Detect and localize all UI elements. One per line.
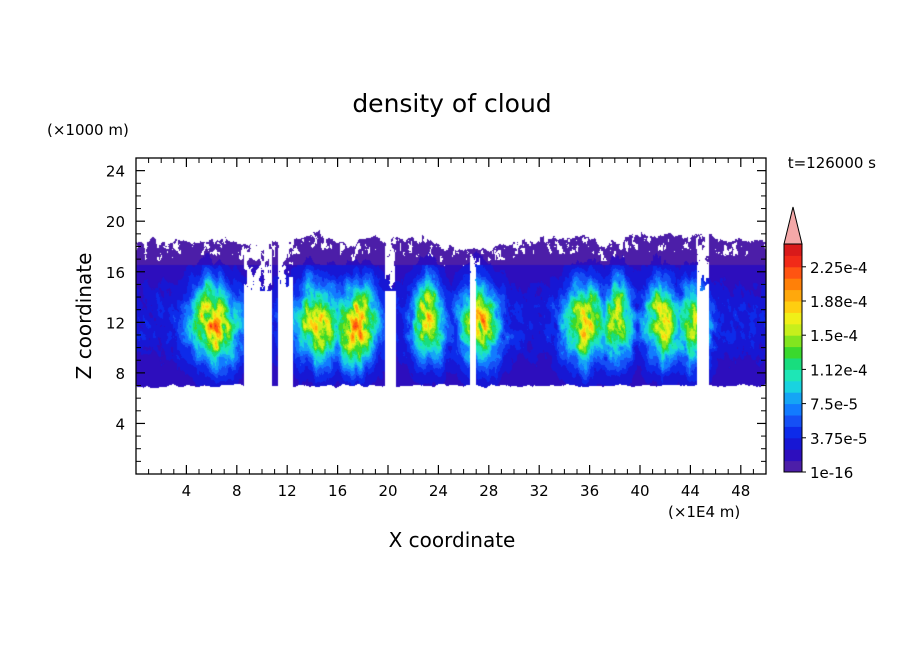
colorbar-segment bbox=[784, 392, 802, 405]
x-tick-label: 20 bbox=[378, 482, 397, 500]
y-tick-label: 12 bbox=[106, 314, 125, 332]
colorbar-segment bbox=[784, 301, 802, 313]
colorbar-segment bbox=[784, 415, 802, 427]
y-tick-label: 8 bbox=[115, 365, 125, 383]
colorbar-segment bbox=[784, 358, 802, 370]
y-axis-label: Z coordinate bbox=[72, 253, 96, 380]
y-axis: 4 8 12 16 20 24 bbox=[106, 163, 766, 462]
x-tick-label: 44 bbox=[681, 482, 700, 500]
colorbar-segment bbox=[784, 449, 802, 462]
colorbar-segment bbox=[784, 266, 802, 279]
x-tick-label: 28 bbox=[479, 482, 498, 500]
colorbar-segment bbox=[784, 346, 802, 359]
y-tick-label: 16 bbox=[106, 264, 125, 282]
colorbar-segment bbox=[784, 380, 802, 393]
colorbar-segment bbox=[784, 426, 802, 439]
x-axis-label: X coordinate bbox=[389, 528, 516, 552]
colorbar-label: 1.5e-4 bbox=[810, 327, 858, 345]
colorbar-segment bbox=[784, 244, 802, 256]
colorbar-segment bbox=[784, 437, 802, 450]
x-tick-label: 40 bbox=[630, 482, 649, 500]
x-tick-label: 36 bbox=[580, 482, 599, 500]
colorbar-label: 3.75e-5 bbox=[810, 430, 868, 448]
colorbar-segment bbox=[784, 278, 802, 291]
x-tick-label: 32 bbox=[530, 482, 549, 500]
colorbar-label: 1.12e-4 bbox=[810, 361, 868, 379]
cloud-density-field bbox=[136, 158, 766, 474]
colorbar-segment bbox=[784, 335, 802, 348]
colorbar-segment bbox=[784, 460, 802, 473]
y-unit-label: (×1000 m) bbox=[47, 121, 129, 139]
x-tick-label: 24 bbox=[429, 482, 448, 500]
x-unit-label: (×1E4 m) bbox=[668, 503, 740, 521]
colorbar-segment bbox=[784, 312, 802, 325]
colorbar-label: 7.5e-5 bbox=[810, 396, 858, 414]
colorbar: 1e-16 3.75e-5 7.5e-5 1.12e-4 1.5e-4 1.88e-4 2.… bbox=[783, 206, 868, 482]
colorbar-label: 2.25e-4 bbox=[810, 259, 868, 277]
x-tick-label: 12 bbox=[278, 482, 297, 500]
colorbar-frame bbox=[783, 243, 803, 473]
colorbar-extend-arrow bbox=[783, 206, 803, 245]
y-tick-label: 4 bbox=[115, 415, 125, 433]
colorbar-segment bbox=[784, 323, 802, 336]
colorbar-segment bbox=[784, 403, 802, 416]
colorbar-segment bbox=[784, 369, 802, 382]
y-tick-label: 24 bbox=[106, 163, 125, 181]
x-tick-label: 4 bbox=[182, 482, 192, 500]
x-tick-label: 48 bbox=[731, 482, 750, 500]
colorbar-label: 1.88e-4 bbox=[810, 293, 868, 311]
chart-title: density of cloud bbox=[352, 89, 551, 118]
x-axis: 4 8 12 16 20 24 28 32 36 40 44 48 bbox=[148, 158, 754, 500]
colorbar-segment bbox=[784, 255, 802, 268]
x-tick-label: 8 bbox=[232, 482, 242, 500]
y-tick-label: 20 bbox=[106, 213, 125, 231]
plot-area bbox=[135, 157, 767, 475]
colorbar-segment bbox=[784, 289, 802, 302]
time-label: t=126000 s bbox=[788, 154, 876, 172]
x-tick-label: 16 bbox=[328, 482, 347, 500]
colorbar-label: 1e-16 bbox=[810, 464, 853, 482]
